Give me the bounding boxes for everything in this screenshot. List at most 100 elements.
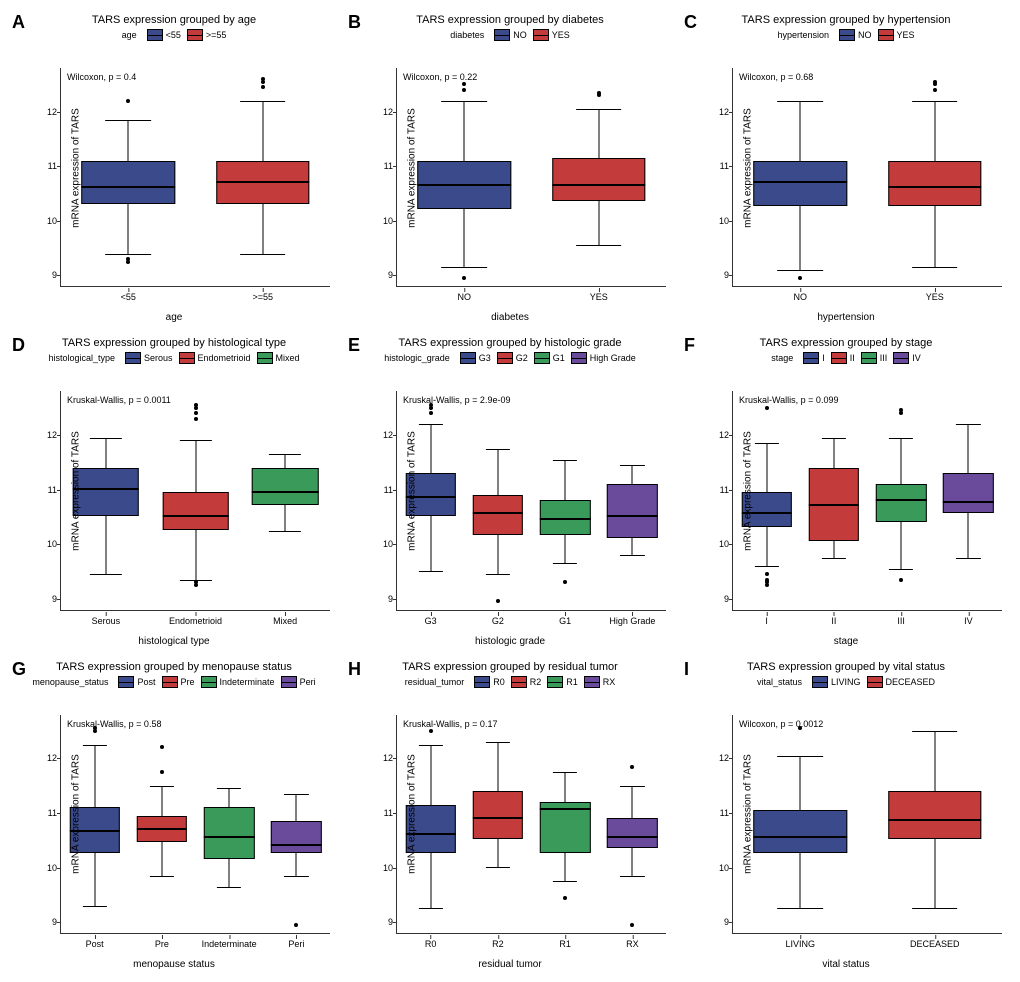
ylabel: mRNA expression of TARS <box>406 754 417 874</box>
xtick: NO <box>458 292 472 302</box>
whisker-cap <box>620 786 644 787</box>
whisker-cap <box>269 531 301 532</box>
outlier <box>261 77 265 81</box>
legend-item: R1 <box>547 676 578 688</box>
outlier <box>429 403 433 407</box>
panel-letter: I <box>684 659 689 680</box>
legend-swatch <box>893 352 909 364</box>
whisker-cap <box>83 906 107 907</box>
whisker-cap <box>419 745 443 746</box>
legend: diabetesNOYES <box>346 29 674 41</box>
panel-G: GTARS expression grouped by menopause st… <box>10 657 338 972</box>
ytick: 9 <box>31 917 57 927</box>
median <box>754 836 847 838</box>
whisker <box>800 756 801 811</box>
xtick: <55 <box>121 292 136 302</box>
legend-item: <55 <box>147 29 181 41</box>
whisker-cap <box>217 788 241 789</box>
box <box>473 791 523 839</box>
panel-E: ETARS expression grouped by histologic g… <box>346 333 674 648</box>
legend-item: Peri <box>281 676 316 688</box>
whisker-cap <box>956 424 980 425</box>
whisker <box>229 857 230 887</box>
outlier <box>126 257 130 261</box>
legend-label: stage <box>771 353 793 363</box>
ylabel: mRNA expression of TARS <box>742 431 753 551</box>
median <box>73 488 140 490</box>
ytick: 10 <box>31 539 57 549</box>
legend-item: RX <box>584 676 616 688</box>
median <box>162 515 229 517</box>
outlier <box>429 729 433 733</box>
legend-swatch <box>460 352 476 364</box>
ytick: 11 <box>367 485 393 495</box>
ytick: 9 <box>367 917 393 927</box>
legend-item: III <box>861 352 888 364</box>
whisker <box>565 851 566 881</box>
legend-text: IV <box>912 353 921 363</box>
legend: residual_tumorR0R2R1RX <box>346 676 674 688</box>
legend-text: R0 <box>493 677 505 687</box>
box <box>418 161 511 209</box>
whisker-cap <box>912 731 958 732</box>
median <box>888 819 981 821</box>
whisker-cap <box>90 438 122 439</box>
outlier <box>462 82 466 86</box>
whisker-cap <box>269 454 301 455</box>
whisker <box>464 101 465 161</box>
outlier <box>462 88 466 92</box>
ytick: 12 <box>703 107 729 117</box>
plot-area: Wilcoxon, p = 0.00129101112LIVINGDECEASE… <box>732 715 1002 934</box>
whisker <box>430 424 431 473</box>
panel-grid: ATARS expression grouped by ageage<55>=5… <box>10 10 1010 972</box>
ytick: 10 <box>367 216 393 226</box>
outlier <box>93 726 97 730</box>
legend-text: YES <box>897 30 915 40</box>
legend-text: G2 <box>516 353 528 363</box>
whisker-cap <box>822 558 846 559</box>
outlier <box>630 765 634 769</box>
panel-title: TARS expression grouped by stage <box>682 337 1010 349</box>
whisker <box>262 101 263 161</box>
box <box>607 484 657 538</box>
legend-item: High Grade <box>571 352 636 364</box>
whisker-cap <box>553 772 577 773</box>
whisker <box>161 840 162 875</box>
whisker-cap <box>755 566 779 567</box>
legend-swatch <box>494 29 510 41</box>
ytick: 12 <box>703 753 729 763</box>
legend-text: R2 <box>530 677 542 687</box>
legend-item: Indeterminate <box>201 676 275 688</box>
ytick: 9 <box>367 594 393 604</box>
median <box>473 817 523 819</box>
legend-text: II <box>850 353 855 363</box>
plot-area: Kruskal-Wallis, p = 0.0999101112IIIIIIIV <box>732 391 1002 610</box>
xtick: YES <box>926 292 944 302</box>
legend-item: I <box>803 352 825 364</box>
whisker <box>968 511 969 557</box>
box <box>216 161 309 204</box>
xtick: II <box>831 616 836 626</box>
xtick: IV <box>964 616 973 626</box>
whisker-cap <box>777 908 823 909</box>
panel-letter: E <box>348 335 360 356</box>
median <box>552 184 645 186</box>
legend-text: I <box>822 353 825 363</box>
xlabel: menopause status <box>133 959 215 970</box>
whisker-cap <box>553 881 577 882</box>
legend-text: DECEASED <box>886 677 936 687</box>
whisker-cap <box>441 101 487 102</box>
legend-swatch <box>201 676 217 688</box>
xtick: RX <box>626 939 639 949</box>
whisker <box>94 851 95 906</box>
legend-item: G3 <box>460 352 491 364</box>
outlier <box>765 406 769 410</box>
legend-item: Serous <box>125 352 173 364</box>
ytick: 11 <box>367 161 393 171</box>
whisker-cap <box>419 571 443 572</box>
box <box>271 821 321 853</box>
outlier <box>194 403 198 407</box>
panel-letter: F <box>684 335 695 356</box>
whisker-cap <box>486 574 510 575</box>
xlabel: diabetes <box>491 312 529 323</box>
